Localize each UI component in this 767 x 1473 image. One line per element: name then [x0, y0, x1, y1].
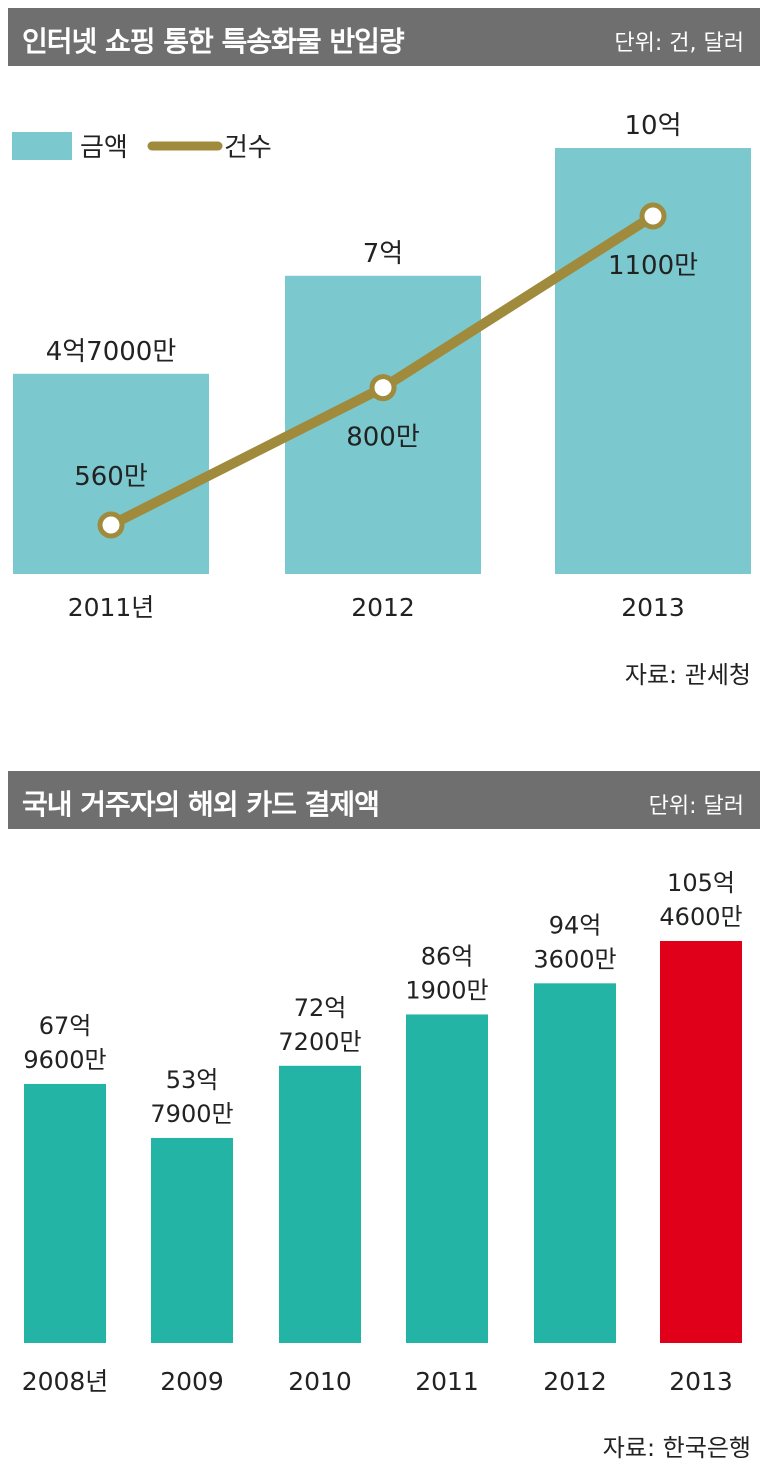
x-tick-label: 2013 [669, 1367, 733, 1396]
x-tick-label: 2008년 [22, 1367, 109, 1396]
bar-card-payment [660, 941, 742, 1343]
x-tick-label: 2010 [288, 1367, 352, 1396]
x-tick-label: 2012 [543, 1367, 607, 1396]
chart1-unit: 단위: 건, 달러 [614, 31, 744, 56]
bar-value-label-line1: 67억 [39, 1012, 92, 1040]
bar-value-label-line2: 1900만 [405, 976, 488, 1004]
line-point [639, 202, 667, 230]
chart1-source: 자료: 관세청 [624, 661, 751, 689]
bar-value-label-line2: 3600만 [533, 945, 616, 973]
x-tick-label: 2012 [351, 593, 415, 622]
bar-value-label-line1: 86억 [421, 942, 474, 970]
x-tick-label: 2009 [160, 1367, 224, 1396]
bar-value-label-line1: 72억 [294, 994, 347, 1022]
chart1-title: 인터넷 쇼핑 통한 특송화물 반입량 [22, 25, 405, 58]
bar-value-label-line2: 7200만 [278, 1028, 361, 1056]
chart2-title-bar: 국내 거주자의 해외 카드 결제액 단위: 달러 [8, 771, 760, 829]
chart1-title-bar: 인터넷 쇼핑 통한 특송화물 반입량 단위: 건, 달러 [8, 8, 760, 66]
chart1-plot: 금액 건수 4억7000만 7억 10억 560만 800만 1100만 2011년 2012… [12, 111, 751, 622]
line-point [97, 511, 125, 539]
bar-amount [13, 373, 209, 574]
bar-value-label: 7억 [363, 239, 403, 269]
bar-card-payment [151, 1137, 233, 1343]
chart2-title: 국내 거주자의 해외 카드 결제액 [22, 788, 380, 821]
line-value-label: 560만 [74, 462, 148, 492]
bar-card-payment [534, 983, 616, 1343]
line-value-label: 800만 [346, 423, 420, 453]
bar-value-label: 4억7000만 [46, 337, 177, 367]
bar-card-payment [279, 1065, 361, 1343]
bar-value-label: 10억 [624, 111, 681, 141]
chart2-source: 자료: 한국은행 [602, 1434, 751, 1462]
bar-value-label-line2: 9600만 [23, 1046, 106, 1074]
line-point [369, 374, 397, 402]
line-value-label: 1100만 [608, 251, 698, 281]
x-tick-label: 2011 [415, 1367, 479, 1396]
chart2-plot: 67억 9600만 53억 7900만 72억 7200만 86억 1900만 94억 3600만… [22, 869, 743, 1396]
bar-value-label-line2: 4600만 [659, 903, 742, 931]
bar-card-payment [24, 1083, 106, 1343]
x-tick-label: 2011년 [68, 593, 155, 622]
legend-swatch-amount [12, 132, 72, 160]
bar-value-label-line2: 7900만 [150, 1100, 233, 1128]
bar-value-label-line1: 94억 [549, 911, 602, 939]
x-tick-label: 2013 [621, 593, 685, 622]
bar-value-label-line1: 105억 [667, 869, 735, 897]
legend-label-count: 건수 [224, 133, 272, 163]
chart2-unit: 단위: 달러 [648, 794, 744, 819]
bar-value-label-line1: 53억 [166, 1066, 219, 1094]
chart1-legend: 금액 건수 [12, 132, 272, 163]
bar-card-payment [406, 1014, 488, 1343]
legend-label-amount: 금액 [80, 133, 128, 163]
